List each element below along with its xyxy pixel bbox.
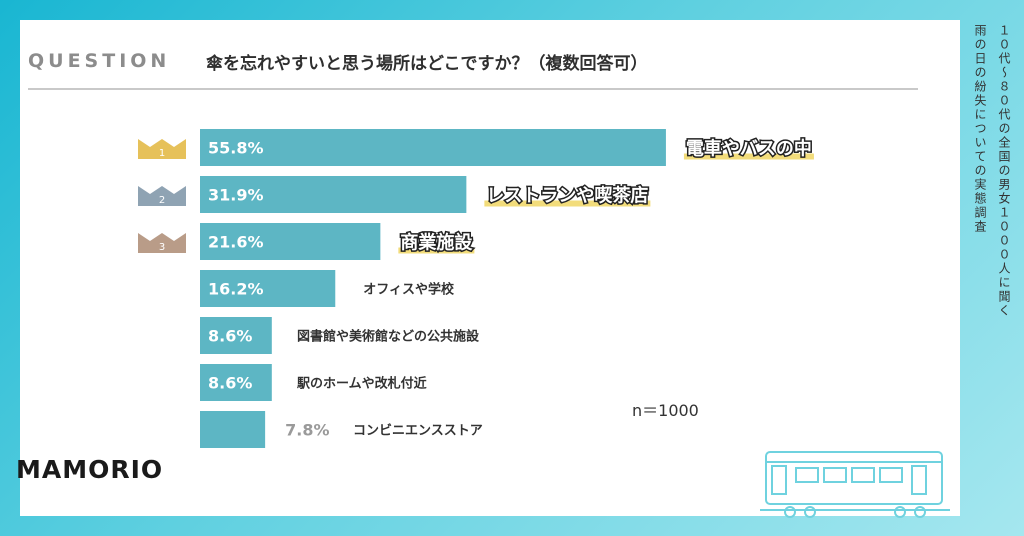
- category-label: 図書館や美術館などの公共施設: [297, 329, 480, 345]
- category-label: コンビニエンスストア: [353, 423, 483, 439]
- rank-number: 2: [159, 195, 165, 206]
- header-divider: [28, 88, 918, 90]
- bar-1: [200, 129, 666, 166]
- category-label: オフィスや学校: [363, 282, 455, 298]
- rank-1-crown-icon: [138, 139, 186, 159]
- bar-5: [200, 317, 272, 354]
- bar-4: [200, 270, 336, 307]
- category-label: 電車やバスの中: [686, 138, 812, 160]
- bar-value-label: 31.9%: [208, 186, 264, 205]
- label-highlight: [398, 247, 475, 254]
- bar-6: [200, 364, 272, 401]
- rank-number: 3: [159, 242, 165, 253]
- bar-value-label: 8.6%: [208, 327, 252, 346]
- bar-value-label: 21.6%: [208, 233, 264, 252]
- bar-7: [200, 411, 266, 448]
- rank-3-crown-icon: [138, 233, 186, 253]
- label-highlight: [484, 200, 651, 207]
- bar-3: [200, 223, 381, 260]
- survey-caption-line2: 雨の日の紛失についての実態調査: [973, 24, 987, 234]
- category-label: 駅のホームや改札付近: [296, 376, 427, 392]
- sample-size-label: n＝1000: [632, 401, 699, 420]
- survey-caption: １０代〜８０代の全国の男女１０００人に聞く 雨の日の紛失についての実態調査: [968, 24, 1016, 324]
- question-label: QUESTION: [28, 50, 171, 72]
- content-card: [20, 20, 960, 516]
- rank-2-crown-icon: [138, 186, 186, 206]
- bar-value-label: 8.6%: [208, 374, 252, 393]
- bar-value-label: 16.2%: [208, 280, 264, 299]
- survey-caption-line1: １０代〜８０代の全国の男女１０００人に聞く: [997, 24, 1011, 318]
- bar-value-label: 7.8%: [285, 421, 329, 440]
- question-title: 傘を忘れやすいと思う場所はどこですか？（複数回答可）: [206, 54, 648, 74]
- category-label: 商業施設: [400, 232, 473, 254]
- bar-2: [200, 176, 467, 213]
- bar-value-label: 55.8%: [208, 139, 264, 158]
- train-icon: [760, 451, 950, 518]
- label-highlight: [683, 153, 814, 160]
- mamorio-logo: MAMORIO: [16, 455, 164, 484]
- category-label: レストランや喫茶店: [486, 185, 648, 207]
- rank-number: 1: [159, 148, 165, 159]
